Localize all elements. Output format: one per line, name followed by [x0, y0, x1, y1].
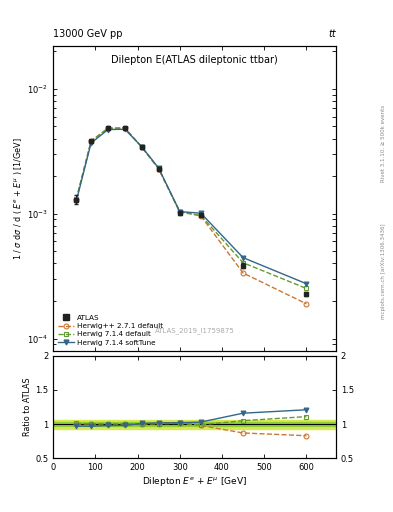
Bar	[53, 422, 336, 426]
Text: Rivet 3.1.10, ≥ 500k events: Rivet 3.1.10, ≥ 500k events	[381, 105, 386, 182]
Legend: ATLAS, Herwig++ 2.7.1 default, Herwig 7.1.4 default, Herwig 7.1.4 softTune: ATLAS, Herwig++ 2.7.1 default, Herwig 7.…	[57, 313, 164, 347]
Text: Dilepton E(ATLAS dileptonic ttbar): Dilepton E(ATLAS dileptonic ttbar)	[111, 55, 278, 65]
X-axis label: Dilepton $E^{e}$ + $E^{\mu}$ [GeV]: Dilepton $E^{e}$ + $E^{\mu}$ [GeV]	[142, 475, 247, 488]
Text: mcplots.cern.ch [arXiv:1306.3436]: mcplots.cern.ch [arXiv:1306.3436]	[381, 224, 386, 319]
Y-axis label: 1 / $\sigma$ d$\sigma$ / d ( $E^{e}$ + $E^{\mu}$ ) [1/GeV]: 1 / $\sigma$ d$\sigma$ / d ( $E^{e}$ + $…	[12, 137, 24, 260]
Text: ATLAS_2019_I1759875: ATLAS_2019_I1759875	[155, 327, 234, 334]
Y-axis label: Ratio to ATLAS: Ratio to ATLAS	[23, 378, 32, 436]
Bar	[53, 420, 336, 429]
Text: tt: tt	[328, 29, 336, 39]
Text: 13000 GeV pp: 13000 GeV pp	[53, 29, 123, 39]
